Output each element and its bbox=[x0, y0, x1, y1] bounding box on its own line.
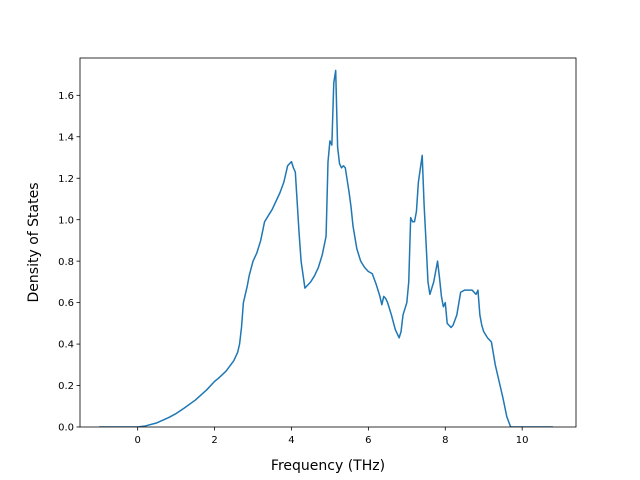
y-tick-label: 0.6 bbox=[58, 298, 74, 309]
y-tick-label: 0.2 bbox=[58, 381, 74, 392]
y-tick-label: 1.6 bbox=[58, 91, 74, 102]
y-tick-label: 1.2 bbox=[58, 174, 74, 185]
x-tick-label: 6 bbox=[365, 435, 371, 446]
plot-content bbox=[99, 69, 553, 427]
y-axis-label: Density of States bbox=[26, 183, 42, 303]
x-tick-label: 10 bbox=[516, 435, 529, 446]
x-tick-label: 2 bbox=[211, 435, 217, 446]
x-axis-ticks: 0 2 4 6 8 10 bbox=[134, 427, 529, 446]
y-tick-label: 0.0 bbox=[58, 423, 74, 434]
series-line-0 bbox=[99, 69, 553, 427]
x-axis-label: Frequency (THz) bbox=[271, 458, 385, 474]
y-axis-ticks: 0.0 0.2 0.4 0.6 0.8 1.0 1.2 1.4 1.6 bbox=[58, 91, 80, 434]
x-tick-label: 0 bbox=[134, 435, 140, 446]
axes-frame bbox=[79, 57, 577, 428]
y-tick-label: 0.8 bbox=[58, 257, 74, 268]
x-tick-label: 8 bbox=[442, 435, 448, 446]
y-tick-label: 0.4 bbox=[58, 340, 74, 351]
y-tick-label: 1.0 bbox=[58, 215, 74, 226]
y-tick-label: 1.4 bbox=[58, 132, 74, 143]
x-tick-label: 4 bbox=[288, 435, 294, 446]
